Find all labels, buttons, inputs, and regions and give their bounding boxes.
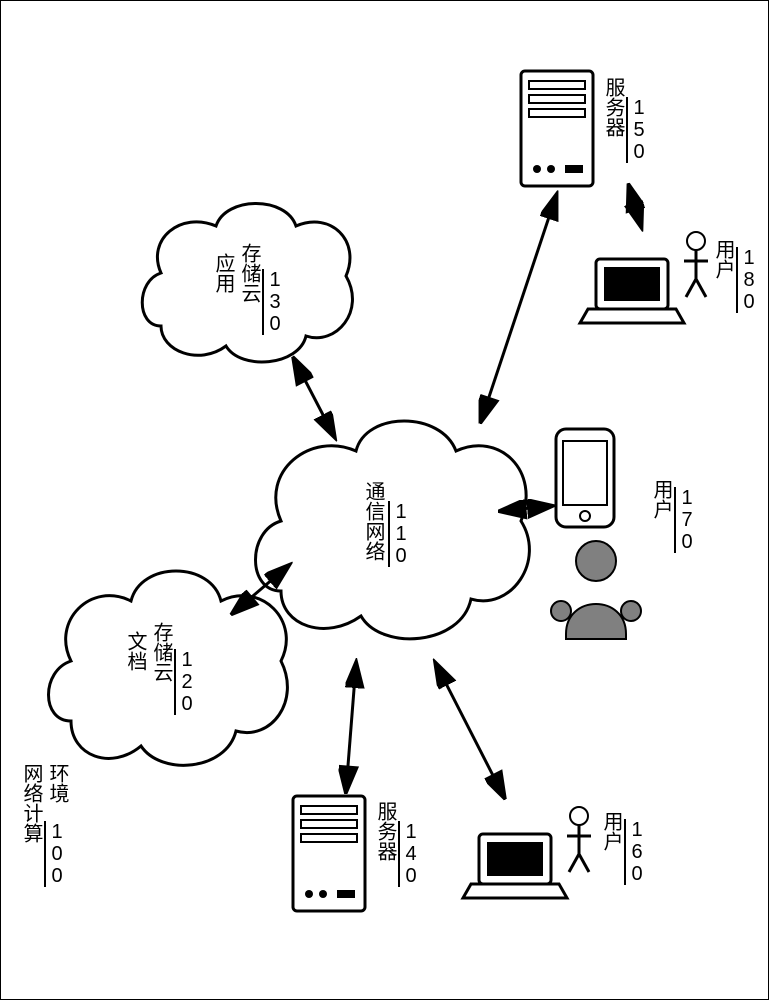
label-app-cloud: 应用 bbox=[211, 253, 235, 293]
label-comm-cloud-num: 110 bbox=[389, 501, 413, 567]
server-140 bbox=[293, 796, 365, 911]
title: 网络计算 bbox=[19, 763, 43, 843]
label-comm-cloud: 通信网络 bbox=[361, 481, 385, 561]
label-server-140: 服务器 bbox=[373, 801, 397, 861]
edge bbox=[294, 359, 334, 436]
label-app-cloud-2: 存储云 bbox=[237, 243, 261, 303]
label-user-160: 用户 bbox=[599, 811, 623, 851]
label-app-cloud-num: 130 bbox=[263, 269, 287, 335]
title2: 环境 bbox=[45, 763, 69, 803]
label-doc-cloud-2: 存储云 bbox=[149, 622, 173, 682]
label-server-140-num: 140 bbox=[399, 821, 423, 887]
label-user-180: 用户 bbox=[711, 239, 735, 279]
label-server-150: 服务器 bbox=[601, 77, 625, 137]
label-user-170: 用户 bbox=[649, 479, 673, 519]
server-150 bbox=[521, 71, 593, 186]
edge bbox=[346, 664, 356, 791]
edge bbox=[629, 186, 641, 226]
diagram-canvas: 网络计算 环境 100 文档 存储云 120 应用 存储云 130 通信网络 1… bbox=[0, 0, 769, 1000]
user-170 bbox=[551, 429, 641, 639]
edge bbox=[436, 664, 504, 797]
title-line1: 网络计算 bbox=[20, 763, 42, 843]
edge bbox=[481, 196, 556, 421]
user-180 bbox=[580, 232, 708, 323]
label-server-150-num: 150 bbox=[627, 97, 651, 163]
label-user-170-num: 170 bbox=[675, 487, 699, 553]
title-line2: 环境 bbox=[46, 763, 68, 803]
label-doc-cloud-num: 120 bbox=[175, 649, 199, 715]
label-user-180-num: 180 bbox=[737, 247, 761, 313]
user-160 bbox=[463, 807, 591, 898]
label-doc-cloud: 文档 bbox=[123, 631, 147, 671]
label-user-160-num: 160 bbox=[625, 819, 649, 885]
title-num: 100 bbox=[45, 821, 69, 887]
